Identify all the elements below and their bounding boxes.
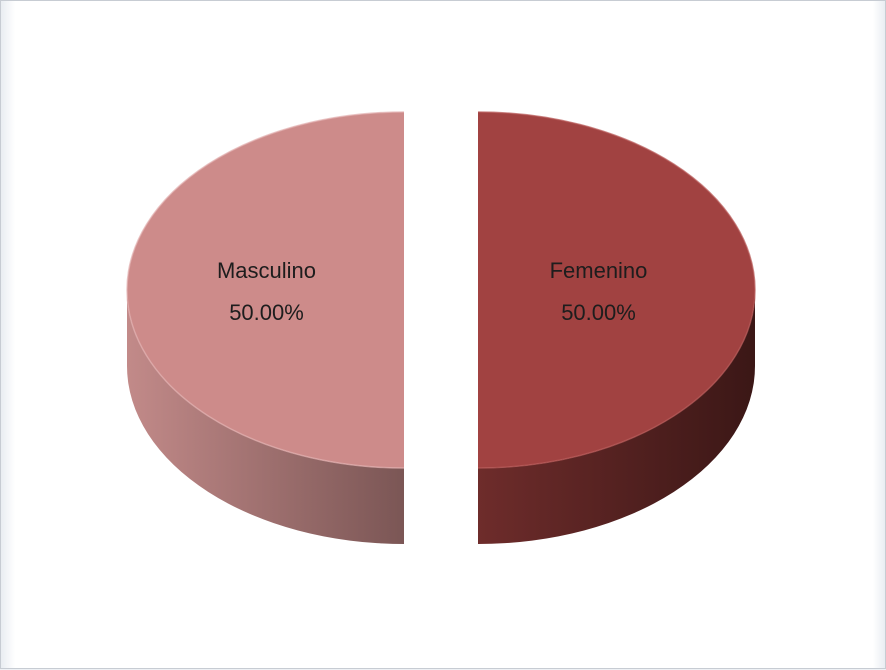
slice-rim-femenino — [477, 111, 756, 469]
slice-side-femenino — [478, 290, 755, 544]
slice-rim-masculino — [126, 111, 405, 469]
slice-value-label-femenino: 50.00% — [561, 300, 636, 325]
slice-femenino — [478, 112, 755, 468]
slice-label-masculino: Masculino — [217, 258, 316, 283]
slice-side-masculino — [127, 290, 404, 544]
slice-masculino — [127, 112, 404, 468]
slice-label-femenino: Femenino — [550, 258, 648, 283]
slice-value-label-masculino: 50.00% — [229, 300, 304, 325]
